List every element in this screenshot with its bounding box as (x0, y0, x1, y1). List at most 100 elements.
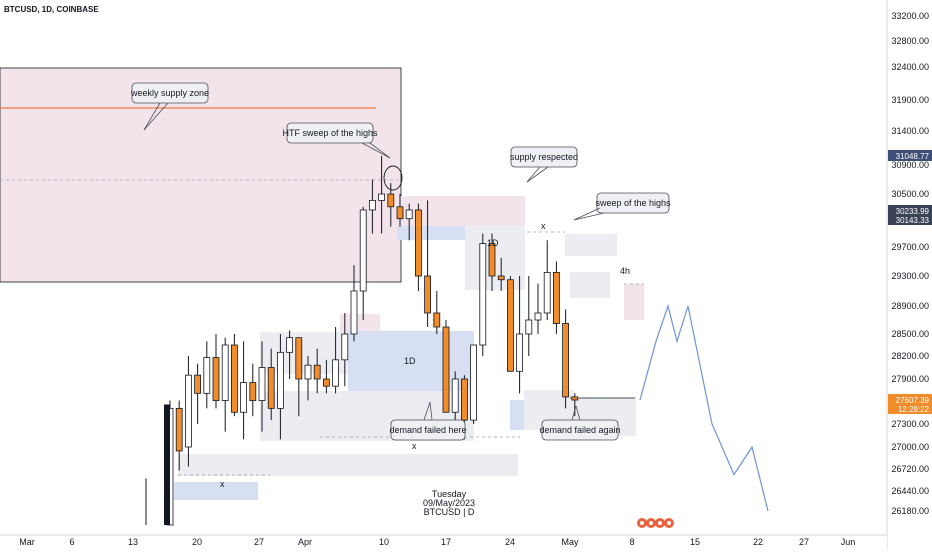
callout-sweep-highs-text: sweep of the highs (595, 198, 671, 208)
candle-body (276, 351, 284, 409)
time-tick-label: 8 (629, 537, 634, 547)
cursor-symbol: BTCUSD | D (424, 507, 475, 517)
candle-body (562, 323, 569, 398)
price-axis[interactable] (887, 0, 932, 535)
candle-body (396, 206, 404, 220)
cursor-day: Tuesday (432, 489, 467, 499)
chart-symbol-title: BTCUSD, 1D, COINBASE (4, 5, 99, 14)
time-tick-label: Jun (841, 537, 856, 547)
candle-body (405, 209, 413, 220)
time-tick-label: 15 (690, 537, 700, 547)
x-mark-bottom: x (220, 479, 225, 489)
x-mark-top: x (541, 221, 546, 231)
candle-body (460, 378, 468, 421)
price-tick-label: 26180.00 (891, 506, 929, 516)
candle-body (212, 357, 220, 401)
price-tick-label: 32800.00 (891, 36, 929, 46)
price-tick-label: 27300.00 (891, 419, 929, 429)
price-tick-label: 31900.00 (891, 95, 929, 105)
callout-weekly-supply-zone[interactable]: weekly supply zone (130, 82, 209, 131)
zone-4h-label: 4h (620, 266, 630, 276)
event-flags-icon[interactable] (637, 518, 674, 528)
x-mark-middle: x (412, 441, 417, 451)
price-tick-label: 31400.00 (891, 126, 929, 136)
candle-body (221, 344, 229, 401)
candle-body (506, 279, 514, 372)
callout-demand-failed-text: demand failed here (389, 425, 466, 435)
callout-sweep-of-highs[interactable]: sweep of the highs (573, 192, 671, 221)
price-marker-m3 (888, 393, 932, 414)
zone-grey-right-top (565, 234, 617, 256)
candle-body (322, 378, 330, 387)
price-marker-label: 31048.77 (896, 152, 930, 161)
candle-body (534, 312, 542, 321)
candle-body (433, 312, 441, 328)
candle-body (368, 199, 376, 211)
callout-demand-failed-again[interactable]: demand failed again (539, 405, 621, 441)
supply-zone-right (624, 284, 644, 320)
candle-body (313, 364, 321, 380)
candle-body (571, 396, 579, 401)
callout-supply-respected-text: supply respected (510, 152, 578, 162)
time-tick-label: 22 (753, 537, 763, 547)
price-marker-label: 30233.99 (896, 207, 930, 216)
price-tick-label: 28900.00 (891, 301, 929, 311)
demand-zone-bottom (174, 482, 258, 500)
candle-body (543, 271, 551, 314)
projection-path (639, 303, 769, 512)
time-tick-label: 17 (441, 537, 451, 547)
zone-4h (570, 272, 610, 298)
candle-body (378, 193, 386, 201)
price-tick-label: 29700.00 (891, 242, 929, 252)
candle-body (553, 271, 560, 324)
candle-body (488, 243, 496, 277)
time-tick-label: 13 (128, 537, 138, 547)
time-tick-label: 27 (254, 537, 264, 547)
price-axis-ticks: 33200.00 32800.00 32400.00 31900.00 31400.00… (891, 11, 929, 516)
zone-1d-label-lower: 1D (404, 356, 416, 366)
candle-body (387, 193, 395, 208)
time-axis[interactable] (0, 535, 887, 550)
demand-zone-tiny (510, 400, 524, 430)
candle-body (304, 364, 312, 380)
price-marker-m1 (888, 150, 932, 161)
callout-demand-failed-again-text: demand failed again (539, 425, 620, 435)
price-tick-label: 33200.00 (891, 11, 929, 21)
callout-htf-sweep-text: HTF sweep of the highs (282, 128, 378, 138)
candle-body (295, 337, 303, 380)
time-tick-label: 20 (192, 537, 202, 547)
price-tick-label: 30900.00 (891, 160, 929, 170)
callout-htf-sweep[interactable]: HTF sweep of the highs (282, 122, 391, 159)
candle-body (184, 374, 192, 448)
candle-body (470, 344, 478, 421)
sweep-circle (383, 165, 403, 191)
candle-body (267, 367, 275, 409)
price-tick-label: 26720.00 (891, 464, 929, 474)
callout-demand-failed-here[interactable]: demand failed here (389, 401, 467, 441)
candles-layer (145, 155, 579, 526)
time-tick-label: 6 (69, 537, 74, 547)
candle-body (442, 326, 450, 413)
candle-body (359, 209, 367, 292)
candle-body (516, 333, 523, 372)
candle-body (286, 337, 294, 353)
candle-body (332, 359, 340, 387)
price-tick-label: 32400.00 (891, 62, 929, 72)
time-tick-label: 24 (505, 537, 515, 547)
time-tick-label: Apr (298, 537, 312, 547)
candle-body (258, 367, 266, 401)
price-marker-m2 (888, 205, 932, 225)
cursor-date: 09/May/2023 (423, 498, 475, 508)
candle-body (249, 382, 257, 401)
callout-weekly-supply-text: weekly supply zone (130, 88, 209, 98)
price-tick-label: 29300.00 (891, 271, 929, 281)
time-tick-label: 27 (799, 537, 809, 547)
time-tick-label: May (561, 537, 579, 547)
callout-supply-respected[interactable]: supply respected (510, 146, 578, 183)
price-marker-sublabel: 30143.33 (896, 216, 930, 225)
candle-body (194, 374, 202, 394)
price-tick-label: 26440.00 (891, 486, 929, 496)
